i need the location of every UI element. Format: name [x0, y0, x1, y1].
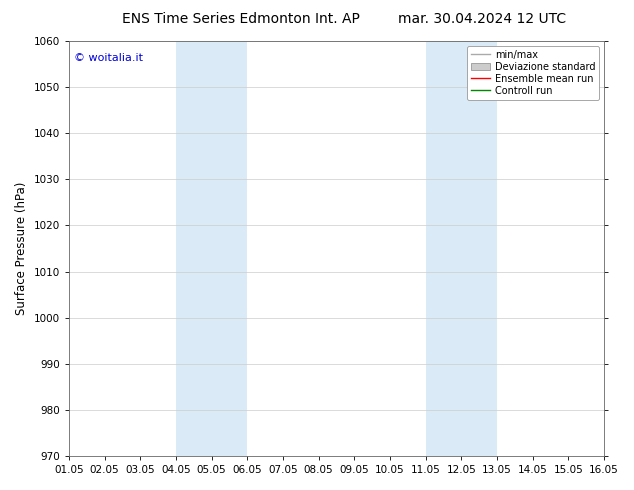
Bar — [212, 41, 247, 456]
Bar — [425, 41, 462, 456]
Text: mar. 30.04.2024 12 UTC: mar. 30.04.2024 12 UTC — [398, 12, 566, 26]
Bar — [176, 41, 212, 456]
Y-axis label: Surface Pressure (hPa): Surface Pressure (hPa) — [15, 182, 28, 315]
Legend: min/max, Deviazione standard, Ensemble mean run, Controll run: min/max, Deviazione standard, Ensemble m… — [467, 46, 599, 99]
Text: © woitalia.it: © woitalia.it — [74, 53, 143, 64]
Bar — [462, 41, 497, 456]
Text: ENS Time Series Edmonton Int. AP: ENS Time Series Edmonton Int. AP — [122, 12, 360, 26]
